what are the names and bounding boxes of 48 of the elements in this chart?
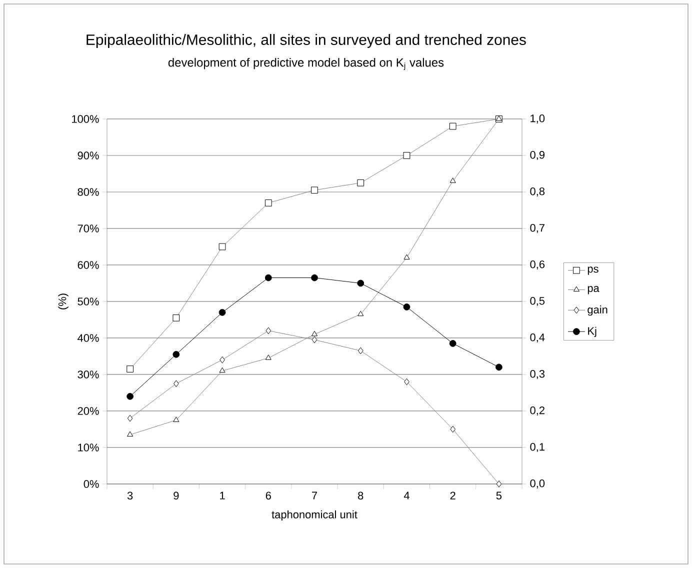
y2-tick-label: 0,0	[530, 479, 545, 489]
y2-tick-label: 0,8	[530, 187, 545, 197]
y2-tick-label: 0,4	[530, 333, 545, 343]
y-tick-label: 60%	[78, 261, 99, 269]
y-tick-label: 50%	[78, 298, 99, 306]
point	[172, 350, 180, 358]
point	[357, 280, 364, 287]
y-tick-label: 20%	[78, 407, 99, 415]
x-tick-label: 7	[312, 492, 318, 500]
y-tick-label: 80%	[78, 188, 99, 196]
y2-tick-label: 0,3	[530, 370, 545, 380]
point	[496, 364, 502, 371]
x-tick-label: 3	[127, 492, 133, 500]
y2-tick-label: 0,2	[530, 406, 544, 416]
point	[218, 308, 226, 316]
x-tick-label: 2	[450, 492, 456, 500]
legend-label: Kj	[588, 326, 596, 338]
x-tick-label: 8	[358, 492, 364, 500]
x-tick-label: 1	[220, 492, 225, 500]
x-tick-label: 5	[496, 492, 502, 500]
point	[403, 304, 410, 310]
x-tick-label: 9	[174, 492, 179, 500]
y-tick-label: 30%	[78, 370, 99, 378]
y-axis-title: (%)	[58, 294, 68, 310]
point	[126, 392, 134, 400]
chart-title: Epipalaeolithic/Mesolithic, all sites in surveyed and trenched zones	[86, 34, 526, 48]
legend-label: pa	[588, 286, 600, 294]
y-tick-label: 100%	[72, 115, 99, 123]
y-tick-label: 40%	[78, 334, 99, 342]
point	[449, 340, 456, 347]
point	[264, 274, 272, 282]
chart-subtitle: development of predictive model based on K$_{j}$ values	[168, 58, 444, 70]
y2-tick-label: 0,9	[530, 150, 544, 160]
y-tick-label: 90%	[78, 152, 99, 160]
legend-label: gain	[588, 305, 608, 316]
y2-tick-label: 0,1	[530, 442, 544, 452]
y2-tick-label: 0,6	[530, 260, 545, 270]
y-tick-label: 10%	[78, 444, 99, 452]
y2-tick-label: 0,7	[530, 224, 544, 234]
x-axis-title: taphonomical unit	[272, 510, 358, 521]
point	[311, 274, 318, 282]
y-tick-label: 70%	[78, 224, 99, 232]
y2-tick-label: 0,5	[530, 296, 545, 306]
legend-label: ps	[588, 266, 598, 275]
x-tick-label: 6	[266, 492, 271, 500]
y2-tick-label: 1,0	[530, 114, 545, 124]
y-tick-label: 0%	[84, 480, 99, 488]
x-tick-label: 4	[404, 492, 410, 500]
